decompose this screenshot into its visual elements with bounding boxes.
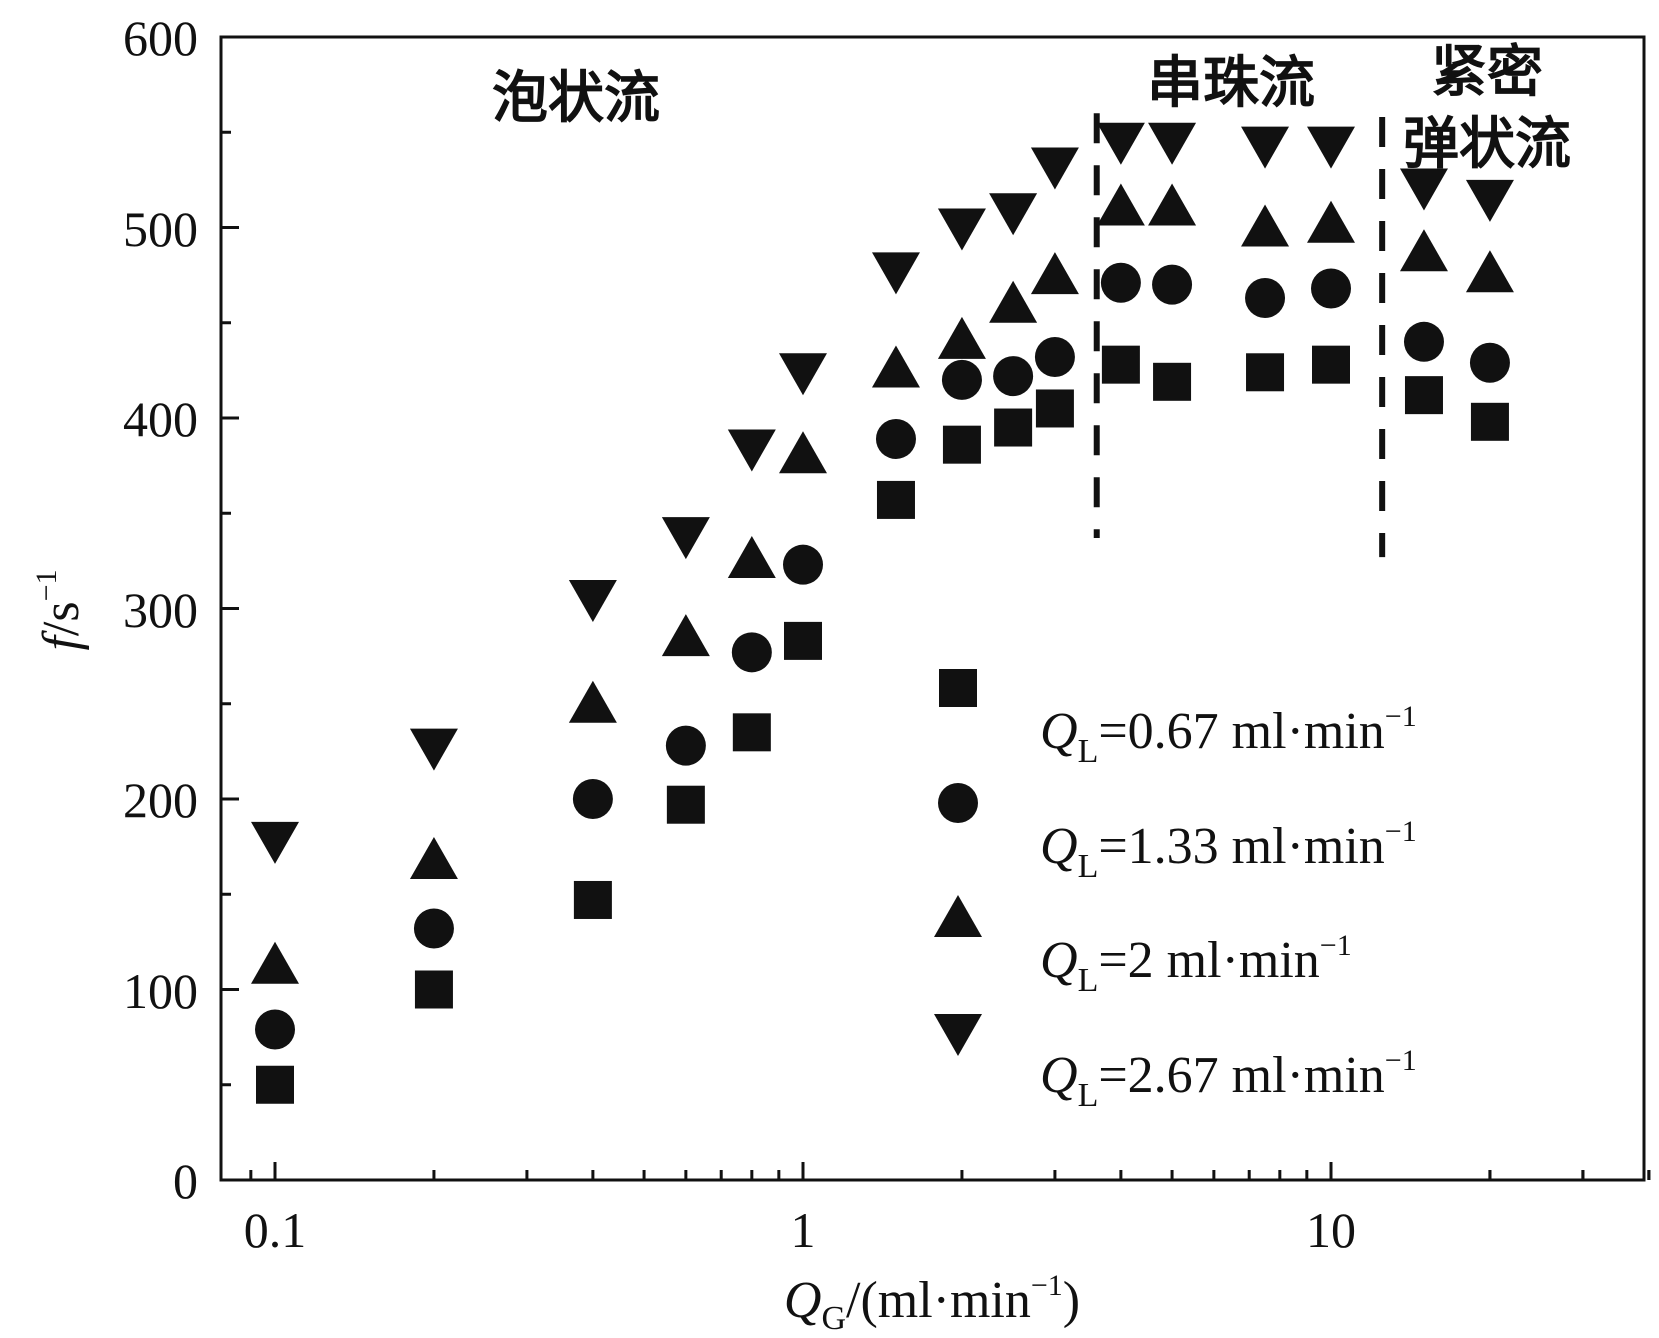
data-point-square (256, 1065, 294, 1104)
x-axis-label: QG/(ml·min−1) (784, 1269, 1080, 1337)
data-point-triangle-up (661, 614, 710, 657)
data-point-circle (1245, 277, 1286, 318)
data-point-square (732, 713, 771, 752)
data-point-triangle-down (727, 429, 776, 472)
data-point-triangle-up (251, 941, 299, 984)
data-point-square (1246, 353, 1285, 392)
data-point-square (1153, 362, 1192, 401)
legend-label-2: QL=1.33 ml·min−1 (1040, 815, 1417, 885)
legend-marker-triangle-up (934, 895, 982, 937)
data-point-square (1035, 389, 1074, 428)
data-point-square (784, 621, 822, 660)
region-label-bubbly: 泡状流 (492, 66, 660, 131)
data-point-triangle-up (1399, 229, 1448, 272)
data-point-triangle-up (937, 316, 986, 359)
legend-markers (934, 669, 982, 1056)
data-points (251, 122, 1514, 1104)
data-point-triangle-up (871, 345, 920, 388)
data-point-triangle-down (1465, 179, 1514, 222)
data-point-triangle-down (409, 728, 458, 771)
data-point-square (1312, 345, 1350, 384)
x-tick-label: 10 (1306, 1202, 1356, 1258)
data-point-square (666, 785, 705, 824)
legend-marker-triangle-down (934, 1014, 982, 1056)
data-point-triangle-up (568, 680, 617, 723)
data-point-triangle-up (1030, 252, 1079, 295)
data-point-circle (1034, 337, 1075, 378)
y-tick-label: 0 (173, 1153, 198, 1209)
x-tick-label: 0.1 (244, 1202, 307, 1258)
data-point-circle (665, 725, 706, 766)
data-point-triangle-down (1030, 147, 1079, 190)
region-boundaries (1093, 113, 1386, 558)
data-point-circle (1403, 321, 1444, 362)
data-point-triangle-up (727, 535, 776, 578)
data-point-triangle-down (779, 353, 827, 396)
data-point-square (876, 480, 915, 519)
y-tick-label: 300 (123, 582, 198, 638)
legend-label-1: QL=0.67 ml·min−1 (1040, 700, 1417, 770)
x-tick-label: 1 (791, 1202, 816, 1258)
data-point-triangle-down (251, 821, 299, 864)
data-point-circle (875, 418, 916, 459)
data-point-triangle-down (1096, 122, 1145, 165)
data-point-circle (413, 908, 454, 949)
y-tick-label: 600 (123, 10, 198, 66)
y-tick-label: 500 (123, 201, 198, 257)
data-point-triangle-up (1241, 204, 1290, 247)
y-tick-label: 200 (123, 772, 198, 828)
legend-marker-circle (938, 783, 978, 823)
data-point-triangle-up (779, 431, 827, 474)
data-point-triangle-up (1148, 183, 1197, 226)
legend-marker-square (939, 669, 977, 707)
data-point-triangle-down (989, 193, 1038, 236)
data-point-circle (1152, 264, 1193, 305)
data-point-triangle-down (1399, 168, 1448, 211)
data-point-circle (1311, 268, 1351, 309)
data-point-square (994, 408, 1033, 447)
data-point-square (942, 425, 981, 464)
data-point-triangle-up (1465, 250, 1514, 293)
y-tick-labels: 0 100 200 300 400 500 600 (123, 10, 198, 1209)
data-point-triangle-down (937, 208, 986, 251)
data-point-circle (1469, 342, 1510, 383)
data-point-circle (1100, 262, 1141, 303)
axis-ticks (221, 130, 1651, 1180)
data-point-circle (783, 544, 823, 585)
region-label-bead-string: 串珠流 (1147, 51, 1315, 116)
data-point-triangle-up (1307, 200, 1355, 243)
data-point-triangle-down (1307, 126, 1355, 169)
legend-label-4: QL=2.67 ml·min−1 (1040, 1044, 1417, 1114)
data-point-triangle-down (1241, 126, 1290, 169)
data-point-triangle-down (568, 579, 617, 622)
data-point-triangle-up (1096, 183, 1145, 226)
data-point-square (1470, 402, 1509, 441)
data-point-circle (572, 779, 613, 819)
data-point-triangle-down (661, 517, 710, 560)
region-label-slug-line1: 紧密 (1431, 40, 1543, 105)
legend: QL=0.67 ml·min−1 QL=1.33 ml·min−1 QL=2 m… (934, 669, 1417, 1114)
y-tick-label: 400 (123, 391, 198, 447)
y-axis-label: f/s−1 (30, 569, 90, 650)
data-point-circle (255, 1009, 295, 1050)
data-point-circle (941, 359, 982, 400)
data-point-square (573, 880, 612, 919)
x-tick-labels: 0.1 1 10 (244, 1202, 1356, 1258)
data-point-triangle-down (871, 252, 920, 295)
plot-frame (219, 35, 1646, 1182)
data-point-square (414, 970, 453, 1009)
legend-label-3: QL=2 ml·min−1 (1040, 929, 1352, 999)
data-point-triangle-up (989, 280, 1038, 323)
data-point-square (1101, 345, 1140, 384)
data-point-triangle-down (1148, 122, 1197, 165)
data-point-square (1404, 376, 1443, 415)
region-label-slug-line2: 弹状流 (1403, 112, 1571, 177)
data-point-circle (993, 356, 1034, 397)
data-point-triangle-up (409, 836, 458, 879)
y-tick-label: 100 (123, 963, 198, 1019)
data-point-circle (731, 632, 772, 673)
